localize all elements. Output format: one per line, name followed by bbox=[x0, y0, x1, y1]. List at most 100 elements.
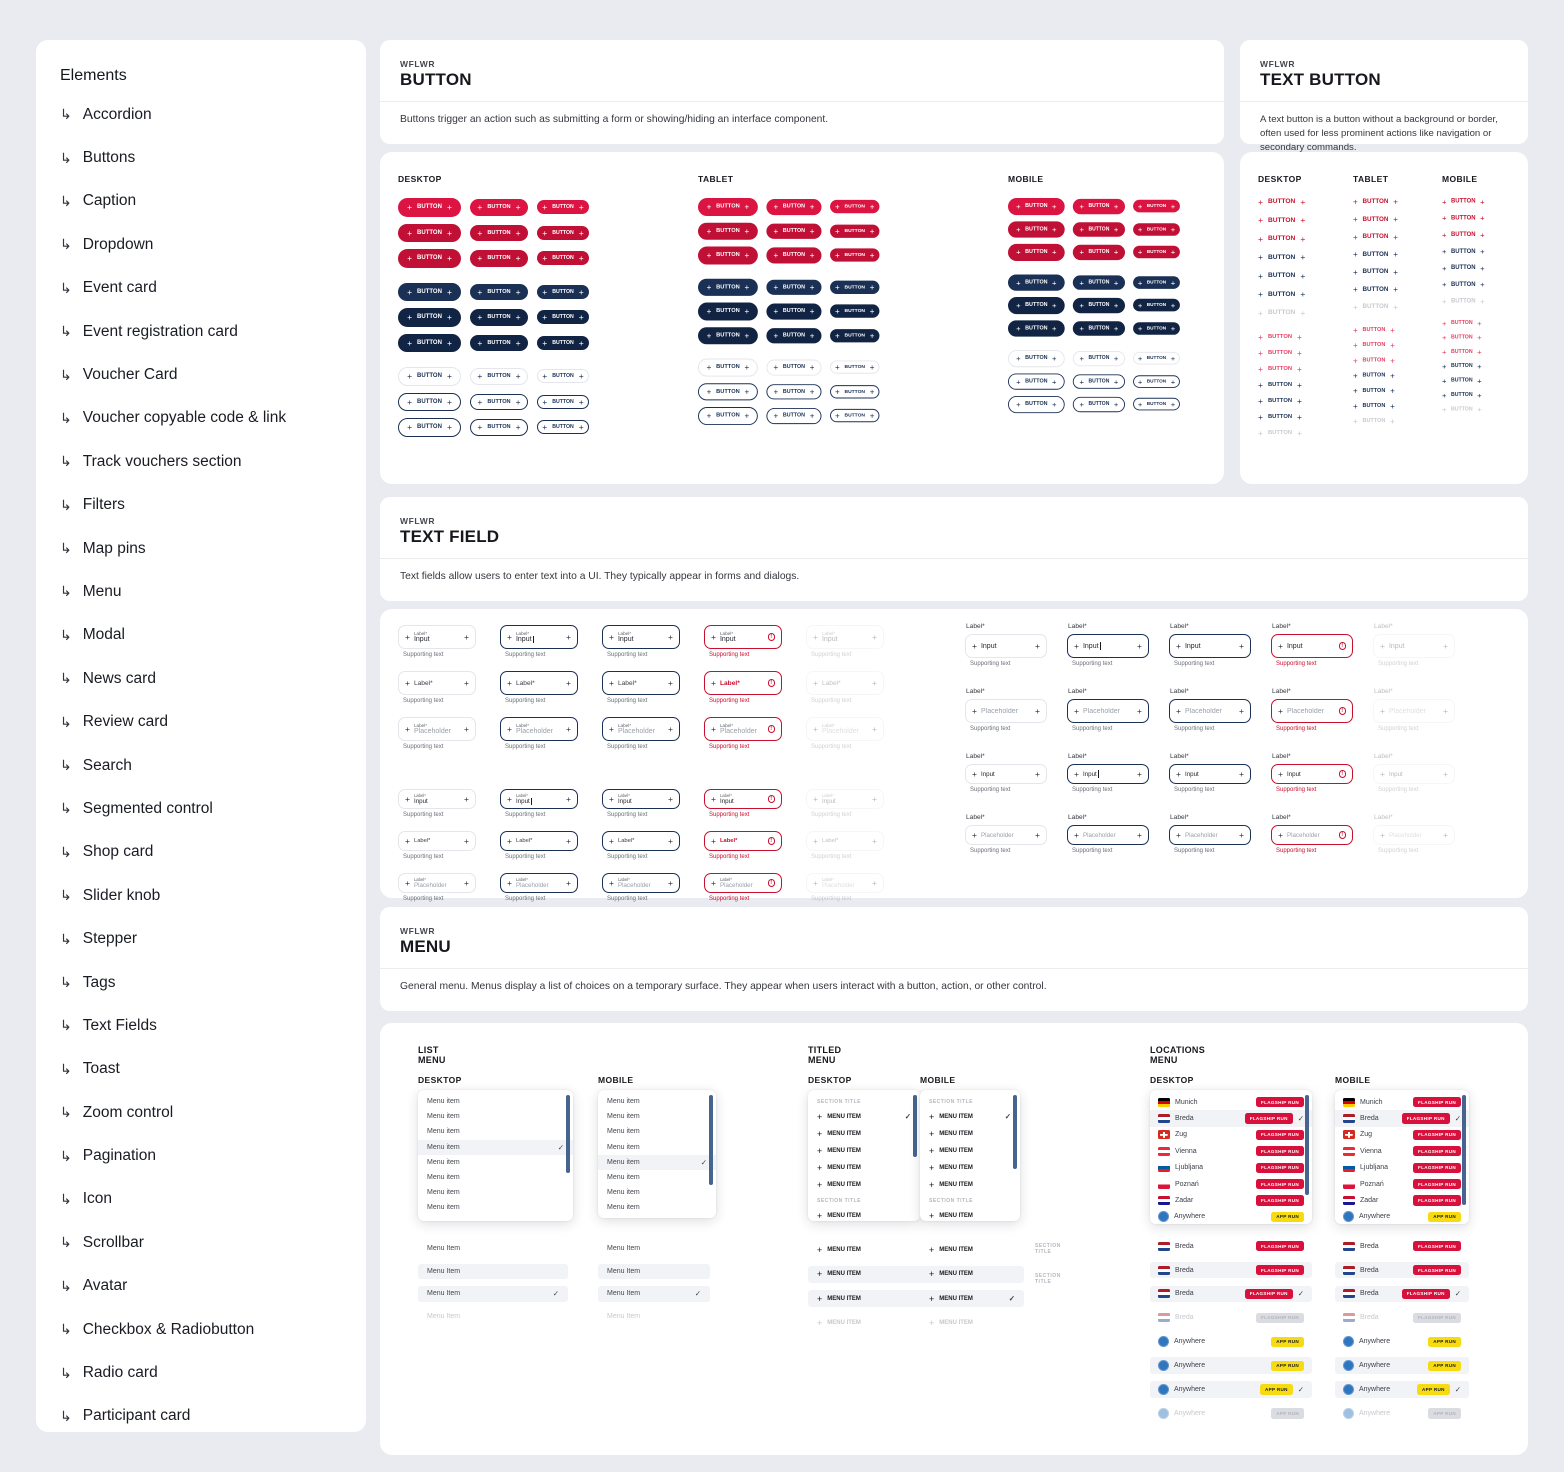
sidebar-item-event-card[interactable]: ↳ Event card bbox=[60, 267, 342, 310]
location-item-breda[interactable]: Breda FLAGSHIP RUN bbox=[1150, 1261, 1312, 1279]
titled-menu-item[interactable]: + MENU ITEM bbox=[817, 1318, 861, 1328]
text-button-sample-t-pink[interactable]: + BUTTON + bbox=[1442, 333, 1482, 342]
text-field-input[interactable]: + Label* Placeholder + bbox=[500, 717, 578, 741]
titled-menu-item[interactable]: +MENU ITEM✓ bbox=[920, 1290, 1024, 1307]
menu-item-default[interactable]: Menu Item bbox=[598, 1241, 710, 1256]
text-button-sample-t-navy[interactable]: + BUTTON + bbox=[1258, 380, 1302, 390]
sidebar-item-checkbox-radiobutton[interactable]: ↳ Checkbox & Radiobutton bbox=[60, 1308, 342, 1351]
button-sample-red-bright[interactable]: + BUTTON + bbox=[1133, 200, 1180, 213]
text-field-input[interactable]: + Input + bbox=[1067, 764, 1149, 784]
button-sample-outline-faint[interactable]: + BUTTON + bbox=[537, 369, 589, 384]
menu-item[interactable]: Menu item bbox=[418, 1124, 573, 1139]
text-button-sample-t-navy[interactable]: + BUTTON + bbox=[1353, 370, 1395, 381]
button-sample-outline[interactable]: + BUTTON + bbox=[1133, 375, 1180, 388]
sidebar-item-track-vouchers-section[interactable]: ↳ Track vouchers section bbox=[60, 440, 342, 483]
text-field-input[interactable]: + Label* Input! bbox=[704, 625, 782, 649]
titled-menu-item[interactable]: + MENU ITEM bbox=[817, 1162, 861, 1173]
button-sample-navy-dark[interactable]: + BUTTON + bbox=[1072, 297, 1125, 313]
button-sample-outline[interactable]: + BUTTON + bbox=[698, 382, 758, 401]
text-field-input[interactable]: + Label* Placeholder + bbox=[398, 717, 476, 741]
text-button-sample-t-red[interactable]: + BUTTON + bbox=[1258, 233, 1306, 244]
text-button-sample-t-pink[interactable]: + BUTTON + bbox=[1258, 364, 1302, 374]
text-field-input[interactable]: + Label* + bbox=[398, 831, 476, 851]
location-item-anywhere[interactable]: Anywhere APP RUN bbox=[1150, 1357, 1312, 1374]
button-sample-outline[interactable]: + BUTTON + bbox=[1008, 373, 1065, 390]
button-sample-navy[interactable]: + BUTTON + bbox=[537, 284, 589, 299]
titled-menu-item[interactable]: + MENU ITEM bbox=[929, 1145, 973, 1156]
button-sample-red-dark[interactable]: + BUTTON + bbox=[1072, 221, 1125, 237]
text-field-input[interactable]: + Label* Input + bbox=[806, 625, 884, 649]
location-item-breda[interactable]: Breda FLAGSHIP RUN ✓ bbox=[1150, 1285, 1312, 1303]
button-sample-navy-dark[interactable]: + BUTTON + bbox=[398, 333, 461, 352]
location-item-ljubljana[interactable]: Ljubljana FLAGSHIP RUN bbox=[1335, 1160, 1469, 1176]
location-item-breda[interactable]: Breda FLAGSHIP RUN bbox=[1335, 1238, 1469, 1254]
menu-item[interactable]: Menu item bbox=[418, 1200, 573, 1215]
menu-item-selected[interactable]: Menu Item ✓ bbox=[598, 1286, 710, 1302]
text-field-input[interactable]: + Label* Input + bbox=[806, 789, 884, 809]
text-button-sample-t-navy[interactable]: + BUTTON + bbox=[1442, 376, 1482, 386]
location-item-zug[interactable]: Zug FLAGSHIP RUN bbox=[1150, 1127, 1312, 1143]
button-sample-outline-faint[interactable]: + BUTTON + bbox=[766, 359, 822, 376]
location-item-breda[interactable]: Breda FLAGSHIP RUN bbox=[1150, 1310, 1312, 1326]
sidebar-item-map-pins[interactable]: ↳ Map pins bbox=[60, 527, 342, 570]
text-field-input[interactable]: + Label* + bbox=[806, 671, 884, 695]
button-sample-navy-dark[interactable]: + BUTTON + bbox=[698, 302, 758, 321]
button-sample-outline[interactable]: + BUTTON + bbox=[1133, 398, 1180, 411]
button-sample-navy[interactable]: + BUTTON + bbox=[830, 280, 880, 294]
button-sample-navy[interactable]: + BUTTON + bbox=[698, 278, 758, 296]
button-sample-red-dark[interactable]: + BUTTON + bbox=[470, 224, 528, 241]
text-field-input[interactable]: + Input + bbox=[1373, 634, 1455, 658]
text-button-sample-t-muted[interactable]: + BUTTON + bbox=[1258, 428, 1302, 438]
location-item-anywhere[interactable]: Anywhere APP RUN bbox=[1150, 1334, 1312, 1350]
button-sample-navy[interactable]: + BUTTON + bbox=[398, 282, 461, 301]
text-button-sample-t-muted[interactable]: + BUTTON + bbox=[1353, 416, 1395, 426]
button-sample-outline[interactable]: + BUTTON + bbox=[470, 393, 528, 410]
button-sample-outline-faint[interactable]: + BUTTON + bbox=[830, 360, 880, 374]
button-sample-navy-dark[interactable]: + BUTTON + bbox=[470, 309, 528, 326]
sidebar-item-news-card[interactable]: ↳ News card bbox=[60, 657, 342, 700]
menu-item[interactable]: Menu item ✓ bbox=[418, 1139, 573, 1155]
menu-item[interactable]: Menu item bbox=[598, 1109, 716, 1124]
sidebar-item-menu[interactable]: ↳ Menu bbox=[60, 570, 342, 613]
menu-item[interactable]: Menu item bbox=[598, 1170, 716, 1185]
text-button-sample-t-pink[interactable]: + BUTTON + bbox=[1258, 348, 1302, 358]
sidebar-item-scrollbar[interactable]: ↳ Scrollbar bbox=[60, 1221, 342, 1264]
button-sample-navy-dark[interactable]: + BUTTON + bbox=[470, 334, 528, 351]
titled-menu-item[interactable]: +MENU ITEM✓ bbox=[929, 1111, 1011, 1122]
button-sample-outline[interactable]: + BUTTON + bbox=[537, 394, 589, 409]
titled-menu-item[interactable]: + MENU ITEM bbox=[817, 1128, 861, 1139]
sidebar-item-segmented-control[interactable]: ↳ Segmented control bbox=[60, 787, 342, 830]
text-field-input[interactable]: + Label* + bbox=[602, 671, 680, 695]
text-button-sample-t-red[interactable]: + BUTTON + bbox=[1442, 213, 1485, 223]
sidebar-item-stepper[interactable]: ↳ Stepper bbox=[60, 917, 342, 960]
button-sample-navy-dark[interactable]: + BUTTON + bbox=[1008, 297, 1065, 314]
text-button-sample-t-navy[interactable]: + BUTTON + bbox=[1258, 396, 1302, 406]
titled-menu-item[interactable]: + MENU ITEM bbox=[929, 1210, 973, 1221]
text-button-sample-t-red[interactable]: + BUTTON + bbox=[1442, 196, 1485, 206]
text-button-sample-t-muted[interactable]: + BUTTON + bbox=[1442, 405, 1482, 414]
text-field-input[interactable]: + Label*! bbox=[704, 671, 782, 695]
scrollbar[interactable] bbox=[1462, 1095, 1466, 1205]
titled-menu-item[interactable]: + MENU ITEM bbox=[929, 1128, 973, 1139]
location-item-anywhere[interactable]: Anywhere APP RUN bbox=[1335, 1357, 1469, 1374]
text-field-input[interactable]: + Label*! bbox=[704, 831, 782, 851]
button-sample-outline[interactable]: + BUTTON + bbox=[830, 384, 880, 399]
location-item-anywhere[interactable]: Anywhere APP RUN bbox=[1335, 1405, 1469, 1421]
menu-item[interactable]: Menu item bbox=[598, 1140, 716, 1155]
sidebar-item-tags[interactable]: ↳ Tags bbox=[60, 961, 342, 1004]
sidebar-item-text-fields[interactable]: ↳ Text Fields bbox=[60, 1004, 342, 1047]
text-field-input[interactable]: + Label* + bbox=[602, 831, 680, 851]
button-sample-red-dark[interactable]: + BUTTON + bbox=[1072, 244, 1125, 260]
button-sample-outline[interactable]: + BUTTON + bbox=[766, 383, 822, 400]
button-sample-outline-faint[interactable]: + BUTTON + bbox=[470, 368, 528, 385]
text-button-sample-t-red[interactable]: + BUTTON + bbox=[1353, 231, 1398, 242]
text-field-input[interactable]: + Placeholder! bbox=[1271, 699, 1353, 723]
text-button-sample-t-red[interactable]: + BUTTON + bbox=[1258, 196, 1306, 207]
text-field-input[interactable]: + Label* + bbox=[500, 831, 578, 851]
text-field-input[interactable]: + Placeholder + bbox=[1373, 699, 1455, 723]
button-sample-red-dark[interactable]: + BUTTON + bbox=[398, 249, 461, 268]
button-sample-outline[interactable]: + BUTTON + bbox=[470, 419, 528, 436]
text-field-input[interactable]: + Label* Placeholder! bbox=[704, 717, 782, 741]
titled-menu-item[interactable]: + MENU ITEM bbox=[817, 1244, 861, 1255]
button-sample-navy-dark[interactable]: + BUTTON + bbox=[398, 308, 461, 327]
